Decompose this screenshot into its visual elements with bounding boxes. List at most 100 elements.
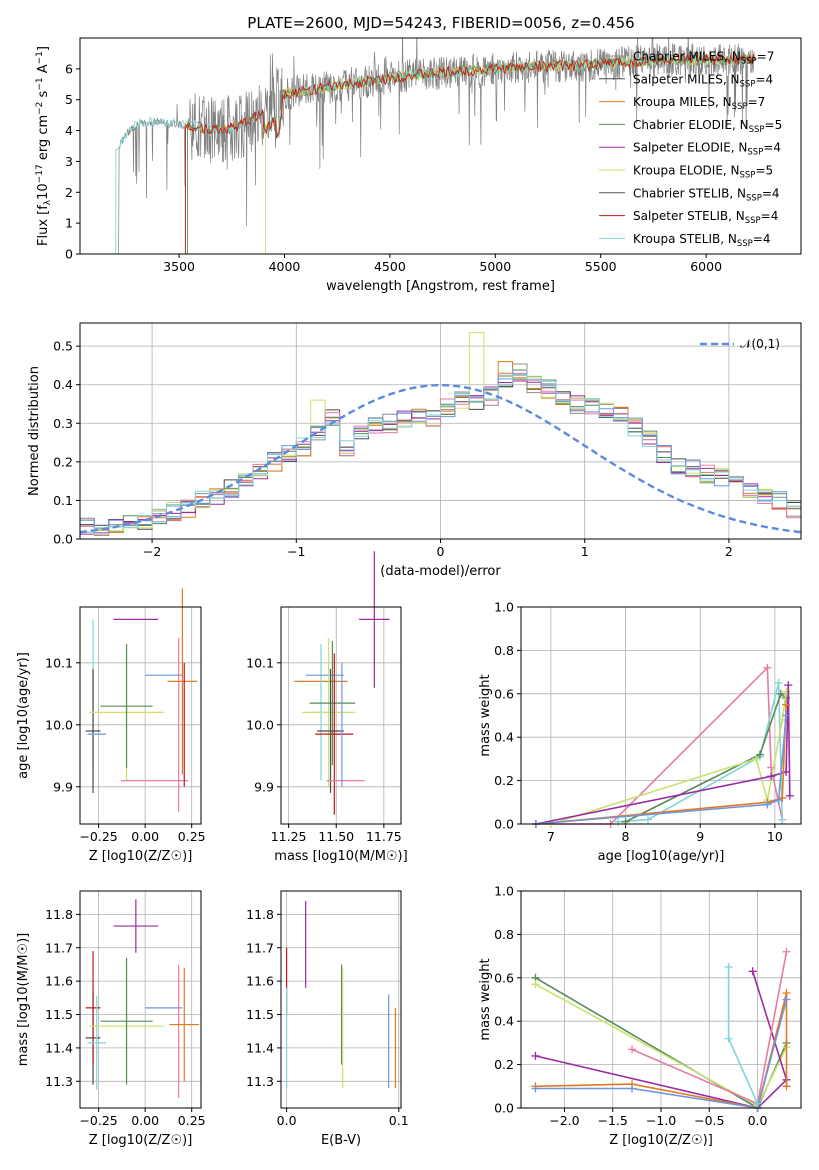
x-tick-label: 0.1 (389, 1113, 409, 1128)
y-tick-label: 11.3 (45, 1074, 73, 1089)
y-tick-label: 0.0 (494, 817, 514, 832)
weight-point-marker (621, 817, 630, 826)
residual-histogram-panel: −2 −1 0 1 2 0.0 0.1 0.2 0.3 0.4 0.5 (data-model)/er… (27, 322, 802, 579)
x-tick-label: 7 (547, 829, 555, 844)
legend-rest: =4 (755, 72, 773, 86)
y-tick-label: 6 (65, 61, 73, 76)
y-tick-label: 0.1 (53, 493, 73, 508)
legend-sub: SSP (740, 79, 756, 89)
legend-entry: Chabrier STELIB, NSSP=4 (633, 186, 780, 203)
y-tick-label: 0.8 (494, 643, 514, 658)
ylabel-text: s (36, 90, 51, 101)
weight-point-marker (628, 1084, 637, 1093)
weight-point-marker (784, 681, 793, 690)
figure-title: PLATE=2600, MJD=54243, FIBERID=0056, z=0… (247, 14, 634, 32)
y-tick-label: 1 (65, 216, 73, 231)
legend-rest: =5 (765, 118, 783, 132)
errorbar-panel: 11.25 11.50 11.75 9.9 10.0 10.1 mass [log10(M/… (246, 551, 408, 864)
y-axis-label: mass weight (478, 958, 493, 1040)
x-axis-label: (data-model)/error (380, 564, 501, 579)
normal-curve-line (79, 383, 802, 534)
legend-rest: =7 (757, 50, 775, 64)
x-tick-label: −2.0 (549, 1113, 579, 1128)
weight-point-marker (763, 663, 772, 672)
legend-rest: =4 (762, 186, 780, 200)
weight-point-marker (782, 1082, 791, 1091)
weight-point-marker (724, 1034, 733, 1043)
axes-frame (79, 37, 802, 255)
y-tick-label: 0.8 (494, 927, 514, 942)
ylabel-text: 10 (36, 183, 51, 200)
y-tick-label: 0.4 (494, 730, 514, 745)
model-spectrum-line (115, 53, 756, 254)
x-axis-label: E(B-V) (321, 1133, 361, 1148)
y-tick-label: 11.4 (246, 1040, 274, 1055)
weight-point-marker (774, 796, 783, 805)
spectrum-clip (115, 38, 756, 254)
y-tick-label: 0.6 (494, 970, 514, 985)
axes-frame (79, 606, 202, 825)
weight-point-marker (531, 1051, 540, 1060)
x-tick-label: −1.0 (646, 1113, 676, 1128)
y-tick-label: 0.3 (53, 416, 73, 431)
y-tick-label: 0 (65, 247, 73, 262)
legend-entry: Kroupa ELODIE, NSSP=5 (633, 164, 773, 181)
weight-point-marker (778, 815, 787, 824)
weight-point-marker (748, 967, 757, 976)
errorbar-panel: −0.25 0.00 0.25 11.3 11.4 11.5 11.6 11.7 11.8 Z [… (16, 890, 206, 1148)
legend-entry: Kroupa STELIB, NSSP=4 (633, 232, 771, 249)
x-tick-label: 0.00 (131, 1113, 159, 1128)
y-tick-label: 10.0 (246, 717, 274, 732)
legend-entry: Salpeter ELODIE, NSSP=4 (633, 141, 781, 158)
legend-entry: Kroupa MILES, NSSP=7 (633, 95, 765, 112)
y-tick-label: 0.4 (53, 377, 73, 392)
weight-point-marker (752, 754, 761, 763)
weight-point-marker (782, 700, 791, 709)
weight-series-line (535, 665, 784, 825)
x-tick-label: −0.25 (79, 829, 117, 844)
y-tick-label: 11.3 (246, 1074, 274, 1089)
weight-series-line (535, 971, 788, 1109)
weight-series-line (535, 715, 787, 825)
x-tick-label: −2 (143, 544, 161, 559)
x-tick-label: 0.25 (178, 829, 206, 844)
weight-series-line (727, 967, 759, 1105)
legend-rest: =7 (748, 95, 766, 109)
x-tick-label: 0.0 (277, 1113, 297, 1128)
x-axis-label: age [log10(age/yr)] (598, 849, 725, 864)
y-axis-label: Flux [fλ10−17 erg cm−2 s−1 A−1] (35, 46, 53, 246)
y-tick-label: 11.5 (45, 1007, 73, 1022)
legend-entry: 𝒩(0,1) (740, 337, 780, 351)
x-tick-label: 11.25 (271, 829, 307, 844)
y-tick-label: 10.0 (45, 717, 73, 732)
y-tick-label: 9.9 (53, 779, 73, 794)
legend-entry: Salpeter STELIB, NSSP=4 (633, 209, 778, 226)
y-tick-label: 3 (65, 154, 73, 169)
axes-frame (520, 606, 802, 825)
mass-weight-panel: 7 8 9 10 0.0 0.2 0.4 0.6 0.8 1.0 age [log10(age/yr… (478, 600, 802, 864)
model-spectrum-line (184, 53, 756, 254)
y-tick-label: 11.7 (45, 940, 73, 955)
ylabel-sup: −1 (35, 51, 45, 64)
weight-point-marker (531, 980, 540, 989)
x-tick-label: 4000 (269, 259, 301, 274)
x-tick-label: 1 (581, 544, 589, 559)
y-tick-label: 0.0 (494, 1101, 514, 1116)
ylabel-sup: −17 (35, 164, 45, 183)
legend-entry: Chabrier ELODIE, NSSP=5 (633, 118, 782, 135)
ylabel-text: erg cm (36, 115, 51, 164)
legend-rest: =4 (753, 232, 771, 246)
x-tick-label: −0.25 (79, 1113, 117, 1128)
y-tick-label: 11.7 (246, 940, 274, 955)
histogram-step-line (80, 369, 801, 533)
axes-frame (520, 890, 802, 1109)
y-tick-label: 0.6 (494, 686, 514, 701)
weight-point-marker (776, 689, 785, 698)
y-tick-label: 5 (65, 92, 73, 107)
weight-point-marker (763, 800, 772, 809)
weight-point-marker (782, 711, 791, 720)
legend-sub: SSP (749, 125, 765, 135)
x-axis-label: mass [log10(M/M☉)] (274, 849, 407, 864)
x-tick-label: 4500 (374, 259, 406, 274)
